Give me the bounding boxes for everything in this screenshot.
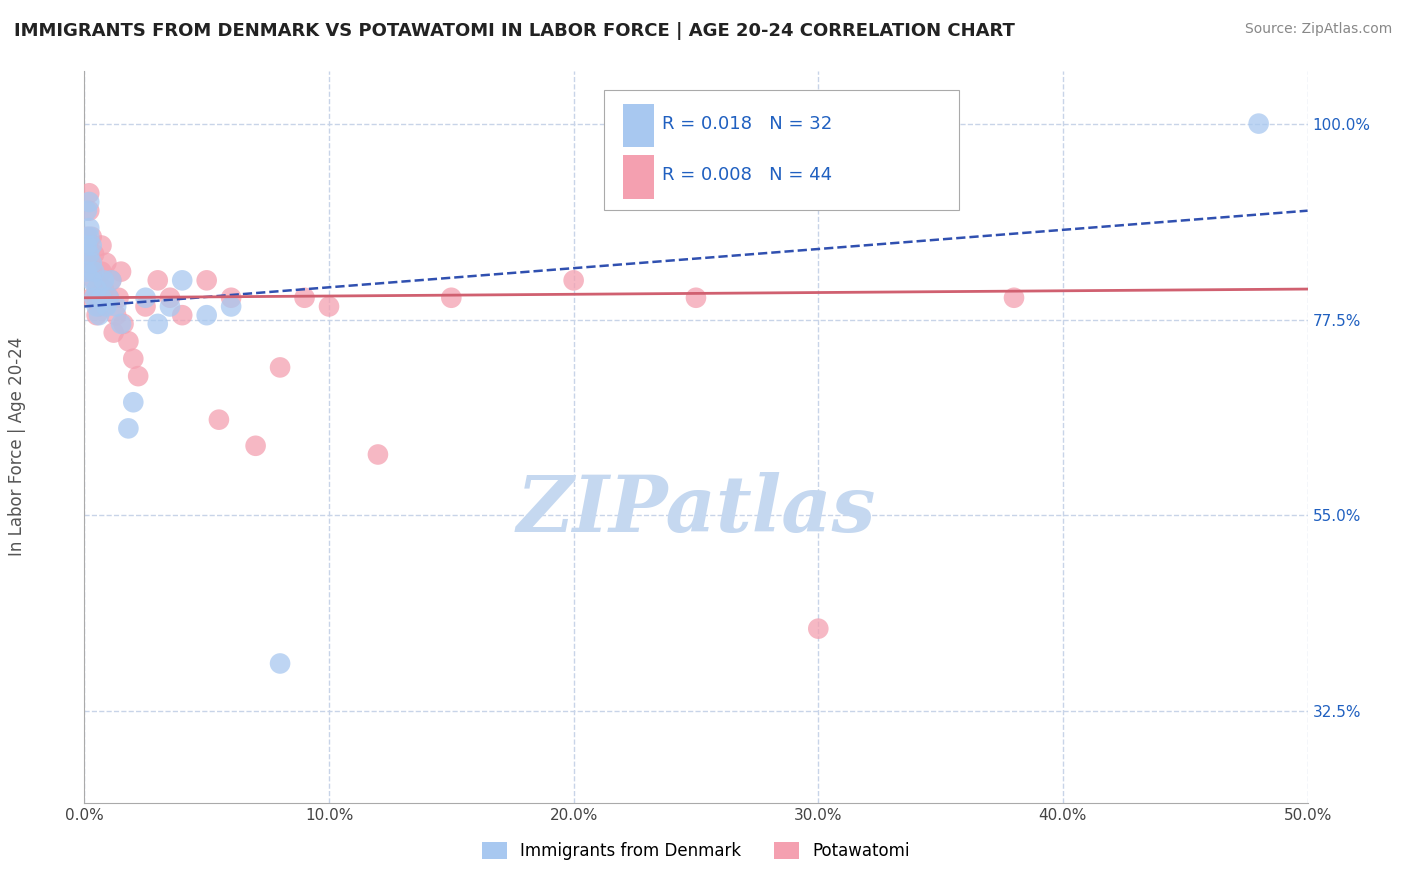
Point [83, 265, 105, 279]
Point [172, 273, 194, 287]
Point [77, 247, 100, 261]
Point [219, 291, 242, 305]
Point [86, 308, 108, 322]
Point [159, 291, 181, 305]
Point [97, 291, 120, 305]
Point [83, 273, 105, 287]
Point [80, 256, 103, 270]
Point [269, 360, 291, 375]
Point [77, 203, 100, 218]
Point [367, 448, 389, 462]
Point [117, 421, 139, 435]
Point [208, 412, 231, 426]
Point [685, 291, 707, 305]
Text: R = 0.018   N = 32: R = 0.018 N = 32 [662, 115, 832, 133]
Point [77, 229, 100, 244]
Point [146, 273, 169, 287]
Point [96, 256, 118, 270]
FancyBboxPatch shape [623, 104, 654, 147]
Point [807, 622, 830, 636]
Point [76, 256, 98, 270]
Point [77, 194, 100, 209]
Text: Source: ZipAtlas.com: Source: ZipAtlas.com [1244, 22, 1392, 37]
Point [146, 317, 169, 331]
Point [245, 439, 267, 453]
Point [90, 291, 112, 305]
Point [77, 247, 100, 261]
Point [76, 229, 98, 244]
Point [77, 186, 100, 201]
Point [122, 395, 145, 409]
Point [87, 300, 110, 314]
Point [103, 326, 125, 340]
Point [100, 273, 122, 287]
Point [195, 273, 218, 287]
Point [86, 291, 108, 305]
Point [96, 300, 118, 314]
Text: R = 0.008   N = 44: R = 0.008 N = 44 [662, 166, 832, 185]
FancyBboxPatch shape [623, 155, 654, 199]
Point [195, 308, 218, 322]
Point [107, 291, 129, 305]
Point [80, 238, 103, 252]
Point [80, 273, 103, 287]
Point [117, 334, 139, 349]
Point [219, 300, 242, 314]
Point [76, 203, 98, 218]
Point [80, 229, 103, 244]
Point [562, 273, 585, 287]
Point [269, 657, 291, 671]
Point [1002, 291, 1025, 305]
Point [318, 300, 340, 314]
Point [90, 238, 112, 252]
Point [76, 265, 98, 279]
FancyBboxPatch shape [605, 90, 959, 211]
Point [83, 291, 105, 305]
Text: IMMIGRANTS FROM DENMARK VS POTAWATOMI IN LABOR FORCE | AGE 20-24 CORRELATION CHA: IMMIGRANTS FROM DENMARK VS POTAWATOMI IN… [14, 22, 1015, 40]
Point [80, 265, 103, 279]
Point [172, 308, 194, 322]
Point [76, 238, 98, 252]
Point [440, 291, 463, 305]
Point [100, 273, 122, 287]
Point [122, 351, 145, 366]
Point [86, 300, 108, 314]
Point [80, 291, 103, 305]
Point [83, 247, 105, 261]
Point [1247, 117, 1270, 131]
Point [135, 291, 157, 305]
Text: In Labor Force | Age 20-24: In Labor Force | Age 20-24 [8, 336, 25, 556]
Point [93, 282, 115, 296]
Point [97, 291, 120, 305]
Point [77, 221, 100, 235]
Point [110, 317, 132, 331]
Point [294, 291, 316, 305]
Point [159, 300, 181, 314]
Point [86, 282, 108, 296]
Point [93, 273, 115, 287]
Point [112, 317, 135, 331]
Point [105, 300, 128, 314]
Point [90, 265, 112, 279]
Point [105, 308, 128, 322]
Point [127, 369, 149, 384]
Point [110, 265, 132, 279]
Point [135, 300, 157, 314]
Text: ZIPatlas: ZIPatlas [516, 472, 876, 549]
Legend: Immigrants from Denmark, Potawatomi: Immigrants from Denmark, Potawatomi [482, 842, 910, 860]
Point [87, 308, 110, 322]
